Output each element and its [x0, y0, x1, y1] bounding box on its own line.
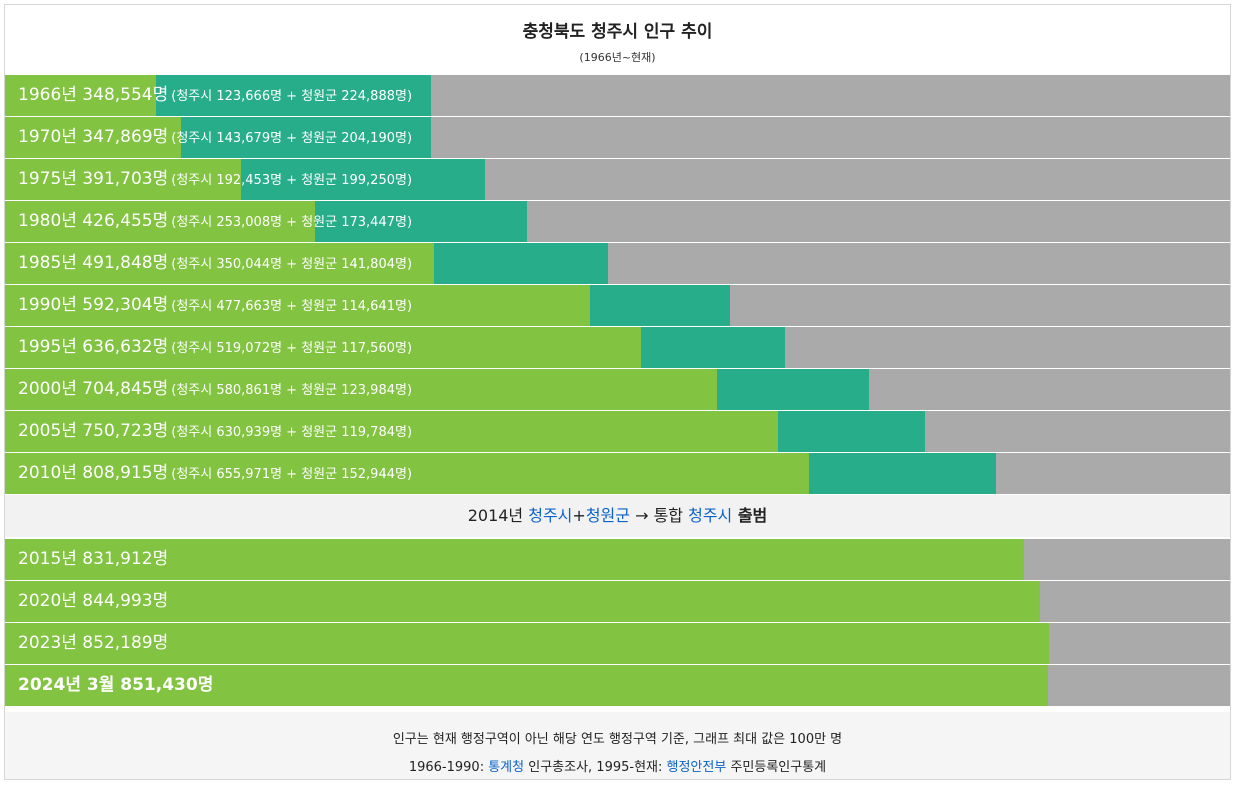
bar-segment-cheongju-city: [5, 327, 641, 368]
bar-row: 1995년 636,632명 (청주시 519,072명 + 청원군 117,56…: [5, 327, 1230, 368]
footer-source-suffix: 주민등록인구통계: [726, 760, 827, 775]
bar-label: 1990년 592,304명 (청주시 477,663명 + 청원군 114,64…: [18, 285, 412, 326]
bar-row: 2000년 704,845명 (청주시 580,861명 + 청원군 123,98…: [5, 369, 1230, 410]
bar-label: 1970년 347,869명 (청주시 143,679명 + 청원군 204,19…: [18, 117, 412, 158]
bar-label: 1975년 391,703명 (청주시 192,453명 + 청원군 199,25…: [18, 159, 412, 200]
bar-label-total: 2020년 844,993명: [18, 591, 169, 611]
chart-footer: 인구는 현재 행정구역이 아닌 해당 연도 행정구역 기준, 그래프 최대 값은…: [5, 712, 1230, 779]
footer-source-mid: 인구총조사, 1995-현재:: [524, 760, 667, 775]
bar-row: 2023년 852,189명: [5, 623, 1230, 664]
bar-segment-cheongju-city: [5, 201, 315, 242]
bar-segment-cheongju-city: [5, 665, 1048, 706]
bar-label: 2000년 704,845명 (청주시 580,861명 + 청원군 123,98…: [18, 369, 412, 410]
bar-label-total: 1995년 636,632명: [18, 337, 169, 357]
bar-row: 1990년 592,304명 (청주시 477,663명 + 청원군 114,64…: [5, 285, 1230, 326]
bar-label-breakdown: (청주시 630,939명 + 청원군 119,784명): [171, 425, 413, 440]
merge-year: 2014년: [467, 506, 529, 525]
bar-label-total: 2015년 831,912명: [18, 549, 169, 569]
ministry-interior-link[interactable]: 행정안전부: [666, 760, 727, 775]
bar-label-breakdown: (청주시 519,072명 + 청원군 117,560명): [171, 341, 413, 356]
bar-segment-cheongju-city: [5, 623, 1049, 664]
bar-label: 2010년 808,915명 (청주시 655,971명 + 청원군 152,94…: [18, 453, 412, 494]
cheongju-city-link[interactable]: 청주시: [528, 506, 573, 525]
chart-subtitle: (1966년~현재): [579, 51, 656, 64]
bar-segment-cheongju-city: [5, 581, 1040, 622]
new-cheongju-city-link[interactable]: 청주시: [688, 506, 733, 525]
bar-label-total: 1980년 426,455명: [18, 211, 169, 231]
bar-segment-cheongwon-county: [717, 369, 869, 410]
statistics-korea-link[interactable]: 통계청: [488, 760, 525, 775]
bar-label-total: 1985년 491,848명: [18, 253, 169, 273]
bar-label: 1995년 636,632명 (청주시 519,072명 + 청원군 117,56…: [18, 327, 412, 368]
bar-row: 2024년 3월 851,430명: [5, 665, 1230, 706]
bar-row: 2015년 831,912명: [5, 539, 1230, 580]
bar-label: 1985년 491,848명 (청주시 350,044명 + 청원군 141,80…: [18, 243, 412, 284]
bar-segment-cheongju-city: [5, 117, 181, 158]
cheongwon-county-link[interactable]: 청원군: [585, 506, 630, 525]
bar-segment-cheongju-city: [5, 159, 241, 200]
bar-segment-cheongju-city: [5, 285, 590, 326]
bar-row: 1970년 347,869명 (청주시 143,679명 + 청원군 204,19…: [5, 117, 1230, 158]
bar-row: 2010년 808,915명 (청주시 655,971명 + 청원군 152,94…: [5, 453, 1230, 494]
bar-segment-cheongwon-county: [434, 243, 608, 284]
merge-plus: +: [572, 506, 586, 525]
chart-title: 충청북도 청주시 인구 추이: [522, 22, 713, 42]
footer-source-prefix: 1966-1990:: [408, 760, 489, 775]
merge-note: 2014년 청주시+청원군 → 통합 청주시 출범: [5, 495, 1230, 537]
bar-row: 1985년 491,848명 (청주시 350,044명 + 청원군 141,80…: [5, 243, 1230, 284]
bar-label: 1966년 348,554명 (청주시 123,666명 + 청원군 224,88…: [18, 75, 412, 116]
bar-label-breakdown: (청주시 350,044명 + 청원군 141,804명): [171, 257, 413, 272]
bar-label-breakdown: (청주시 655,971명 + 청원군 152,944명): [171, 467, 413, 482]
bar-label-breakdown: (청주시 143,679명 + 청원군 204,190명): [171, 131, 413, 146]
bar-segment-cheongju-city: [5, 75, 156, 116]
bar-row: 1975년 391,703명 (청주시 192,453명 + 청원군 199,25…: [5, 159, 1230, 200]
bar-segment-cheongju-city: [5, 369, 717, 410]
bar-label-total: 1990년 592,304명: [18, 295, 169, 315]
merge-arrow: → 통합: [629, 506, 689, 525]
bar-label-breakdown: (청주시 580,861명 + 청원군 123,984명): [171, 383, 413, 398]
bar-segment-cheongju-city: [5, 539, 1024, 580]
bar-segment-cheongju-city: [5, 243, 434, 284]
chart-header: 충청북도 청주시 인구 추이 (1966년~현재): [5, 5, 1230, 75]
bar-segment-cheongwon-county: [156, 75, 431, 116]
bar-label-breakdown: (청주시 477,663명 + 청원군 114,641명): [171, 299, 413, 314]
merge-suffix: 출범: [732, 506, 768, 525]
bar-row: 2020년 844,993명: [5, 581, 1230, 622]
bar-segment-cheongwon-county: [809, 453, 996, 494]
bar-segment-cheongwon-county: [315, 201, 527, 242]
bar-label-total: 1970년 347,869명: [18, 127, 169, 147]
bar-label: 2005년 750,723명 (청주시 630,939명 + 청원군 119,78…: [18, 411, 412, 452]
bar-label-total: 2010년 808,915명: [18, 463, 169, 483]
bar-label-breakdown: (청주시 192,453명 + 청원군 199,250명): [171, 173, 413, 188]
bar-label-total: 1966년 348,554명: [18, 85, 169, 105]
bar-label-total: 2024년 3월 851,430명: [18, 675, 214, 695]
footer-source: 1966-1990: 통계청 인구총조사, 1995-현재: 행정안전부 주민등…: [5, 756, 1230, 775]
bar-segment-cheongwon-county: [181, 117, 431, 158]
bar-segment-cheongwon-county: [641, 327, 785, 368]
bar-label-total: 2023년 852,189명: [18, 633, 169, 653]
bar-segment-cheongwon-county: [241, 159, 485, 200]
bar-segment-cheongwon-county: [590, 285, 730, 326]
bar-label-breakdown: (청주시 123,666명 + 청원군 224,888명): [171, 89, 413, 104]
bar-label-breakdown: (청주시 253,008명 + 청원군 173,447명): [171, 215, 413, 230]
bar-row: 1980년 426,455명 (청주시 253,008명 + 청원군 173,44…: [5, 201, 1230, 242]
bar-segment-cheongju-city: [5, 453, 809, 494]
bar-label-total: 1975년 391,703명: [18, 169, 169, 189]
bar-label-total: 2005년 750,723명: [18, 421, 169, 441]
bar-label: 1980년 426,455명 (청주시 253,008명 + 청원군 173,44…: [18, 201, 412, 242]
bar-segment-cheongwon-county: [778, 411, 925, 452]
bar-segment-cheongju-city: [5, 411, 778, 452]
footer-note: 인구는 현재 행정구역이 아닌 해당 연도 행정구역 기준, 그래프 최대 값은…: [392, 732, 843, 747]
bar-row: 2005년 750,723명 (청주시 630,939명 + 청원군 119,78…: [5, 411, 1230, 452]
chart-frame: 충청북도 청주시 인구 추이 (1966년~현재) 1966년 348,554명…: [4, 4, 1231, 780]
bar-row: 1966년 348,554명 (청주시 123,666명 + 청원군 224,88…: [5, 75, 1230, 116]
bar-label-total: 2000년 704,845명: [18, 379, 169, 399]
